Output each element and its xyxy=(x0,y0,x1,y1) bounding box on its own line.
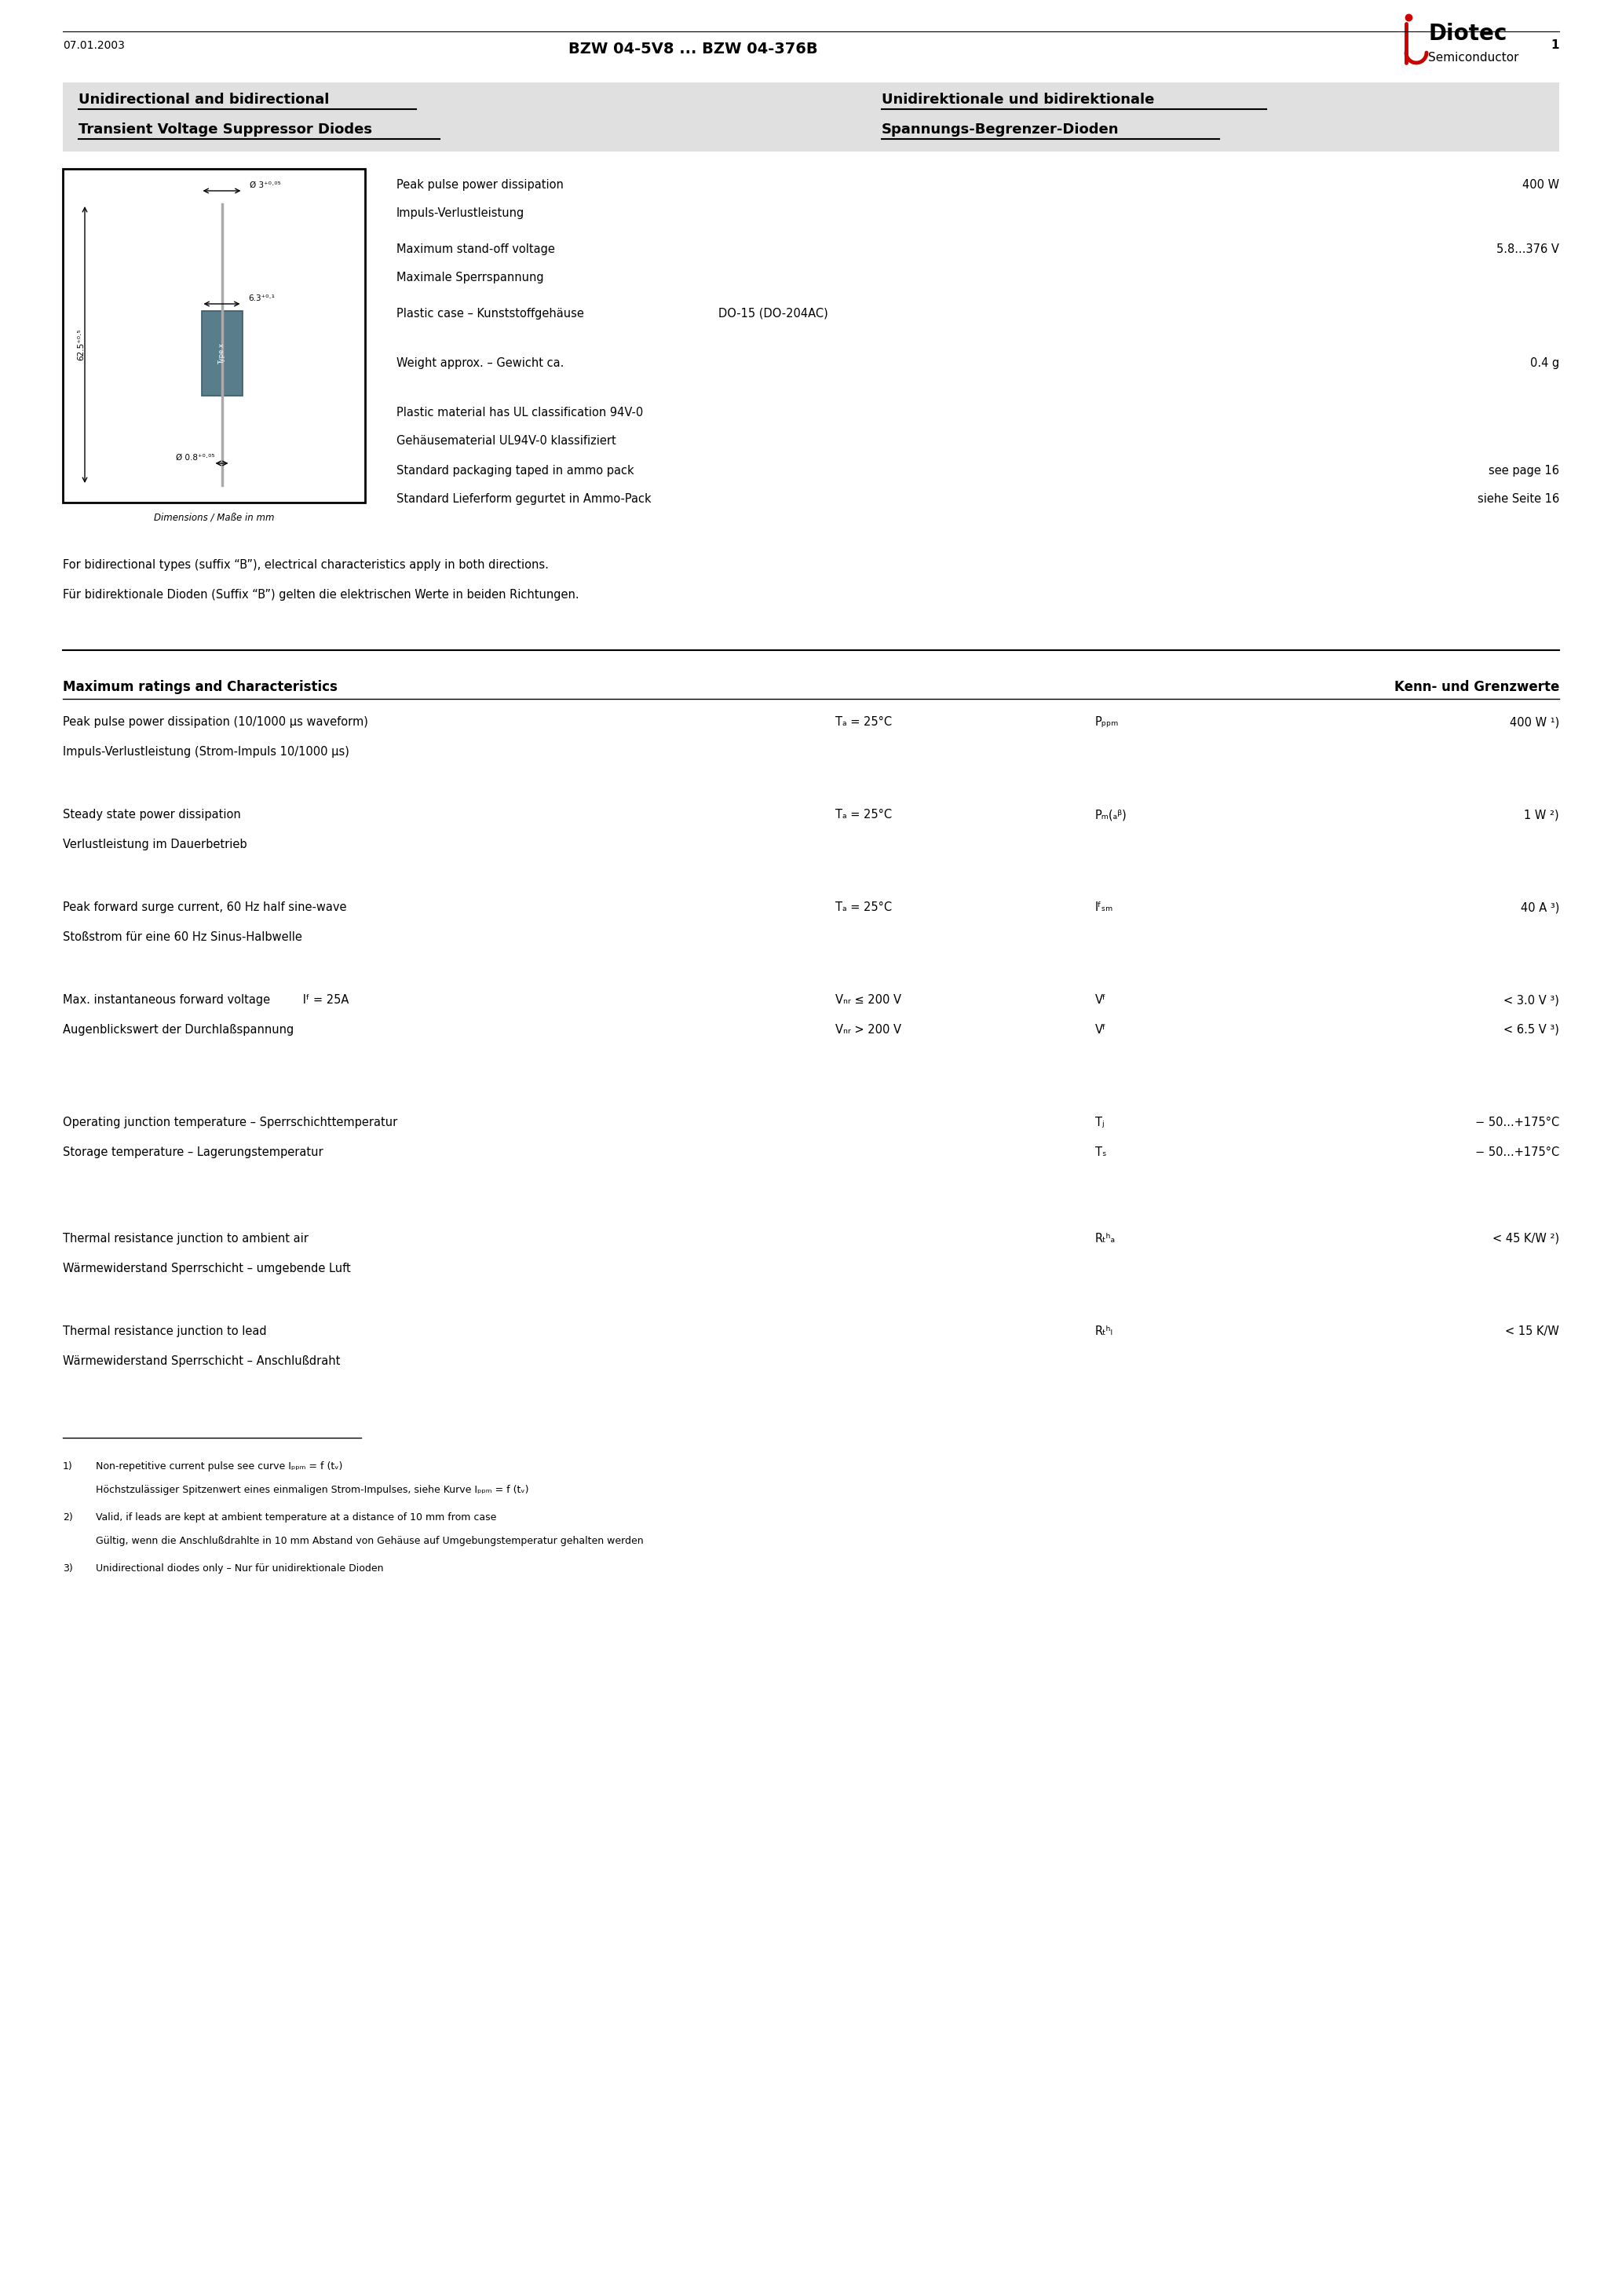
Text: 0.4 g: 0.4 g xyxy=(1530,358,1559,370)
Text: Peak forward surge current, 60 Hz half sine-wave: Peak forward surge current, 60 Hz half s… xyxy=(63,902,347,914)
Text: 40 A ³): 40 A ³) xyxy=(1520,902,1559,914)
Text: DO-15 (DO-204AC): DO-15 (DO-204AC) xyxy=(719,308,829,319)
Text: Tₐ = 25°C: Tₐ = 25°C xyxy=(835,808,892,820)
Text: Weight approx. – Gewicht ca.: Weight approx. – Gewicht ca. xyxy=(396,358,564,370)
Text: see page 16: see page 16 xyxy=(1489,464,1559,478)
Text: − 50...+175°C: − 50...+175°C xyxy=(1474,1146,1559,1157)
Text: 2): 2) xyxy=(63,1513,73,1522)
Text: 400 W ¹): 400 W ¹) xyxy=(1510,716,1559,728)
Text: Vᶠ: Vᶠ xyxy=(1095,1024,1106,1035)
Text: Vᶠ: Vᶠ xyxy=(1095,994,1106,1006)
Text: 6.3⁺⁰·¹: 6.3⁺⁰·¹ xyxy=(248,294,276,303)
Text: Rₜʰₐ: Rₜʰₐ xyxy=(1095,1233,1116,1244)
Text: Diotec: Diotec xyxy=(1427,23,1507,44)
Text: Ø 3⁺⁰·⁰⁵: Ø 3⁺⁰·⁰⁵ xyxy=(250,181,281,188)
Text: Ø 0.8⁺⁰·⁰⁵: Ø 0.8⁺⁰·⁰⁵ xyxy=(177,455,216,461)
Text: Unidirectional diodes only – Nur für unidirektionale Dioden: Unidirectional diodes only – Nur für uni… xyxy=(96,1564,383,1573)
Text: < 15 K/W: < 15 K/W xyxy=(1505,1325,1559,1336)
Text: 1 W ²): 1 W ²) xyxy=(1525,808,1559,820)
Text: Peak pulse power dissipation (10/1000 μs waveform): Peak pulse power dissipation (10/1000 μs… xyxy=(63,716,368,728)
Text: Gültig, wenn die Anschlußdrahlte in 10 mm Abstand von Gehäuse auf Umgebungstempe: Gültig, wenn die Anschlußdrahlte in 10 m… xyxy=(96,1536,644,1545)
Text: < 3.0 V ³): < 3.0 V ³) xyxy=(1504,994,1559,1006)
Text: Iᶠₛₘ: Iᶠₛₘ xyxy=(1095,902,1113,914)
Text: Transient Voltage Suppressor Diodes: Transient Voltage Suppressor Diodes xyxy=(78,122,371,138)
Text: Wärmewiderstand Sperrschicht – Anschlußdraht: Wärmewiderstand Sperrschicht – Anschlußd… xyxy=(63,1355,341,1366)
Text: Dimensions / Maße in mm: Dimensions / Maße in mm xyxy=(154,512,274,521)
Text: Spannungs-Begrenzer-Dioden: Spannungs-Begrenzer-Dioden xyxy=(882,122,1119,138)
Text: Standard Lieferform gegurtet in Ammo-Pack: Standard Lieferform gegurtet in Ammo-Pac… xyxy=(396,494,652,505)
Text: Vₙᵣ ≤ 200 V: Vₙᵣ ≤ 200 V xyxy=(835,994,902,1006)
Text: Non-repetitive current pulse see curve Iₚₚₘ = f (tᵥ): Non-repetitive current pulse see curve I… xyxy=(96,1460,342,1472)
Text: BZW 04-5V8 ... BZW 04-376B: BZW 04-5V8 ... BZW 04-376B xyxy=(569,41,817,55)
Text: Verlustleistung im Dauerbetrieb: Verlustleistung im Dauerbetrieb xyxy=(63,838,247,850)
Text: Stoßstrom für eine 60 Hz Sinus-Halbwelle: Stoßstrom für eine 60 Hz Sinus-Halbwelle xyxy=(63,932,302,944)
Text: Kenn- und Grenzwerte: Kenn- und Grenzwerte xyxy=(1393,680,1559,693)
Text: < 6.5 V ³): < 6.5 V ³) xyxy=(1504,1024,1559,1035)
Bar xyxy=(201,310,242,395)
Text: Pₚₚₘ: Pₚₚₘ xyxy=(1095,716,1119,728)
Text: 400 W: 400 W xyxy=(1521,179,1559,191)
Text: Höchstzulässiger Spitzenwert eines einmaligen Strom-Impulses, siehe Kurve Iₚₚₘ =: Höchstzulässiger Spitzenwert eines einma… xyxy=(96,1486,529,1495)
Text: 1): 1) xyxy=(63,1460,73,1472)
Text: − 50...+175°C: − 50...+175°C xyxy=(1474,1116,1559,1127)
Text: Maximale Sperrspannung: Maximale Sperrspannung xyxy=(396,271,543,282)
Text: Storage temperature – Lagerungstemperatur: Storage temperature – Lagerungstemperatu… xyxy=(63,1146,323,1157)
Text: 62.5⁺⁰·⁵: 62.5⁺⁰·⁵ xyxy=(76,328,84,360)
Bar xyxy=(63,83,1559,152)
Text: Gehäusematerial UL94V-0 klassifiziert: Gehäusematerial UL94V-0 klassifiziert xyxy=(396,434,616,448)
Text: Thermal resistance junction to ambient air: Thermal resistance junction to ambient a… xyxy=(63,1233,308,1244)
Text: Tₐ = 25°C: Tₐ = 25°C xyxy=(835,902,892,914)
Text: Unidirectional and bidirectional: Unidirectional and bidirectional xyxy=(78,92,329,108)
Text: Max. instantaneous forward voltage         Iᶠ = 25A: Max. instantaneous forward voltage Iᶠ = … xyxy=(63,994,349,1006)
Text: For bidirectional types (suffix “B”), electrical characteristics apply in both d: For bidirectional types (suffix “B”), el… xyxy=(63,560,548,572)
Text: Tₛ: Tₛ xyxy=(1095,1146,1106,1157)
Text: Tⱼ: Tⱼ xyxy=(1095,1116,1105,1127)
Text: Pₘ(ₐᵝ): Pₘ(ₐᵝ) xyxy=(1095,808,1127,820)
Text: 1: 1 xyxy=(1551,39,1559,51)
Text: Augenblickswert der Durchlaßspannung: Augenblickswert der Durchlaßspannung xyxy=(63,1024,294,1035)
Text: Unidirektionale und bidirektionale: Unidirektionale und bidirektionale xyxy=(882,92,1155,108)
Text: 3): 3) xyxy=(63,1564,73,1573)
Text: Impuls-Verlustleistung: Impuls-Verlustleistung xyxy=(396,207,524,218)
Text: Plastic material has UL classification 94V-0: Plastic material has UL classification 9… xyxy=(396,406,644,418)
Text: Valid, if leads are kept at ambient temperature at a distance of 10 mm from case: Valid, if leads are kept at ambient temp… xyxy=(96,1513,496,1522)
Text: Standard packaging taped in ammo pack: Standard packaging taped in ammo pack xyxy=(396,464,634,478)
Text: Type x: Type x xyxy=(219,342,225,365)
Text: Wärmewiderstand Sperrschicht – umgebende Luft: Wärmewiderstand Sperrschicht – umgebende… xyxy=(63,1263,350,1274)
Text: Tₐ = 25°C: Tₐ = 25°C xyxy=(835,716,892,728)
Text: Peak pulse power dissipation: Peak pulse power dissipation xyxy=(396,179,563,191)
Text: Impuls-Verlustleistung (Strom-Impuls 10/1000 μs): Impuls-Verlustleistung (Strom-Impuls 10/… xyxy=(63,746,349,758)
Text: siehe Seite 16: siehe Seite 16 xyxy=(1478,494,1559,505)
Text: 5.8...376 V: 5.8...376 V xyxy=(1497,243,1559,255)
Text: Maximum stand-off voltage: Maximum stand-off voltage xyxy=(396,243,555,255)
Text: Für bidirektionale Dioden (Suffix “B”) gelten die elektrischen Werte in beiden R: Für bidirektionale Dioden (Suffix “B”) g… xyxy=(63,588,579,602)
Text: Thermal resistance junction to lead: Thermal resistance junction to lead xyxy=(63,1325,266,1336)
Text: Plastic case – Kunststoffgehäuse: Plastic case – Kunststoffgehäuse xyxy=(396,308,584,319)
Text: < 45 K/W ²): < 45 K/W ²) xyxy=(1492,1233,1559,1244)
Text: Rₜʰₗ: Rₜʰₗ xyxy=(1095,1325,1113,1336)
Text: Semiconductor: Semiconductor xyxy=(1427,51,1518,64)
Text: Steady state power dissipation: Steady state power dissipation xyxy=(63,808,240,820)
Text: Maximum ratings and Characteristics: Maximum ratings and Characteristics xyxy=(63,680,337,693)
Text: 07.01.2003: 07.01.2003 xyxy=(63,39,125,51)
Text: Operating junction temperature – Sperrschichttemperatur: Operating junction temperature – Sperrsc… xyxy=(63,1116,397,1127)
Text: Vₙᵣ > 200 V: Vₙᵣ > 200 V xyxy=(835,1024,902,1035)
Bar xyxy=(63,170,365,503)
